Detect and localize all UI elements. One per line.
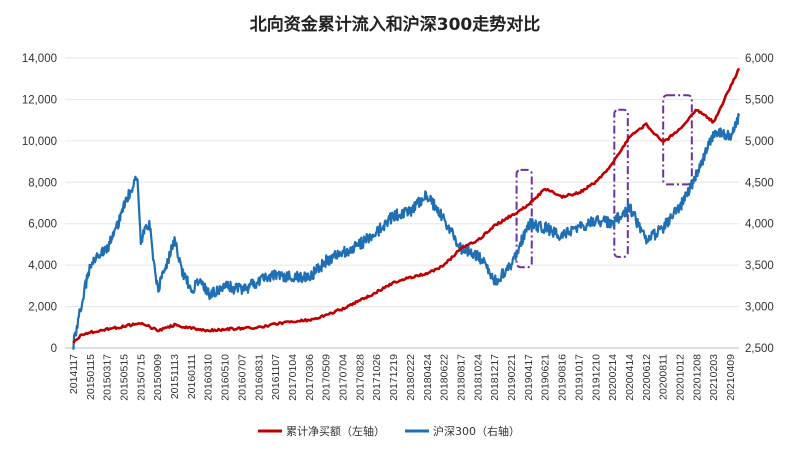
gridlines: [65, 57, 739, 349]
x-axis-tick-label: 20200811: [658, 354, 670, 400]
x-axis-tick-label: 20161107: [270, 354, 282, 400]
legend: 累计净买额（左轴） 沪深300（右轴）: [258, 424, 520, 438]
left-axis-tick-label: 8,000: [28, 177, 57, 189]
highlight-boxes: [515, 94, 693, 269]
chart-title: 北向资金累计流入和沪深300走势对比: [250, 14, 541, 35]
x-axis-tick-label: 20180222: [405, 354, 417, 401]
right-axis-tick-label: 5,500: [745, 94, 774, 106]
highlight-box-2: [613, 108, 629, 258]
x-axis-tick-label: 20190417: [523, 354, 535, 401]
right-axis-tick-label: 2,500: [745, 343, 774, 355]
right-axis-tick-label: 4,000: [745, 219, 774, 231]
left-axis: 0 2,000 4,000 6,000 8,000 10,000 12,000 14,000: [22, 53, 57, 355]
right-axis-tick-label: 3,500: [745, 260, 774, 272]
left-axis-tick-label: 10,000: [22, 136, 57, 148]
x-axis-tick-label: 20181024: [472, 354, 484, 401]
left-axis-tick-label: 2,000: [28, 302, 57, 314]
x-axis-tick-label: 20180424: [422, 354, 434, 401]
x-axis-tick-label: 20170828: [354, 354, 366, 401]
x-axis-tick-label: 20170509: [321, 354, 333, 401]
right-axis-tick-label: 4,500: [745, 177, 774, 189]
x-axis-tick-label: 20180817: [455, 354, 467, 401]
x-axis-tick-label: 20160510: [220, 354, 232, 401]
series-lines: [72, 67, 741, 350]
x-axis-tick-label: 20171026: [371, 354, 383, 401]
x-axis-tick-label: 20170104: [287, 354, 299, 401]
x-axis-tick-label: 20151113: [169, 354, 181, 399]
x-axis-tick-label: 20201208: [691, 354, 703, 401]
x-axis-tick-label: 20160707: [236, 354, 248, 401]
x-axis-tick-label: 20190621: [540, 354, 552, 401]
x-axis-tick-label: 20150317: [102, 354, 114, 401]
left-axis-tick-label: 0: [51, 343, 57, 355]
x-axis-tick-label: 20150115: [85, 354, 97, 400]
x-axis-tick-label: 20160831: [253, 354, 265, 401]
right-axis-tick-label: 5,000: [745, 136, 774, 148]
x-axis-tick-label: 20180622: [439, 354, 451, 401]
legend-label: 累计净买额（左轴）: [286, 424, 385, 438]
x-axis: 2014117 20150115 20150317 20150515 20150715 2…: [68, 354, 737, 401]
x-axis-tick-label: 20170704: [338, 354, 350, 401]
x-axis-tick-label: 20210409: [725, 354, 737, 401]
x-axis-tick-label: 20160111: [186, 354, 198, 399]
x-axis-tick-label: 20200612: [641, 354, 653, 401]
x-axis-tick-label: 20191210: [590, 354, 602, 401]
highlight-box-3: [662, 94, 693, 186]
series-line-hs300: [72, 112, 741, 350]
left-axis-tick-label: 4,000: [28, 260, 57, 272]
right-axis-tick-label: 6,000: [745, 53, 774, 65]
x-axis-tick-label: 20150715: [135, 354, 147, 401]
x-axis-tick-label: 20200214: [607, 354, 619, 401]
x-axis-tick-label: 20150909: [152, 354, 164, 401]
x-axis-tick-label: 20191017: [573, 354, 585, 401]
x-axis-tick-label: 20200414: [624, 354, 636, 401]
highlight-box-1: [515, 168, 533, 269]
x-axis-tick-label: 2014117: [68, 354, 80, 394]
x-axis-tick-label: 20160310: [203, 354, 215, 401]
x-axis-tick-label: 20170306: [304, 354, 316, 401]
x-axis-tick-label: 20210203: [708, 354, 720, 401]
x-axis-tick-label: 20181217: [489, 354, 501, 401]
right-axis: 2,500 3,000 3,500 4,000 4,500 5,000 5,500 6,000: [745, 53, 774, 355]
x-axis-tick-label: 20190816: [557, 354, 569, 401]
x-axis-tick-label: 20150515: [118, 354, 130, 401]
legend-label: 沪深300（右轴）: [433, 424, 520, 438]
series-line-north-inflow: [72, 67, 741, 344]
right-axis-tick-label: 3,000: [745, 302, 774, 314]
x-axis-tick-label: 20171219: [388, 354, 400, 401]
x-axis-tick-label: 20201012: [675, 354, 687, 401]
left-axis-tick-label: 6,000: [28, 219, 57, 231]
x-axis-tick-label: 20190221: [506, 354, 518, 401]
left-axis-tick-label: 12,000: [22, 94, 57, 106]
left-axis-tick-label: 14,000: [22, 53, 57, 65]
